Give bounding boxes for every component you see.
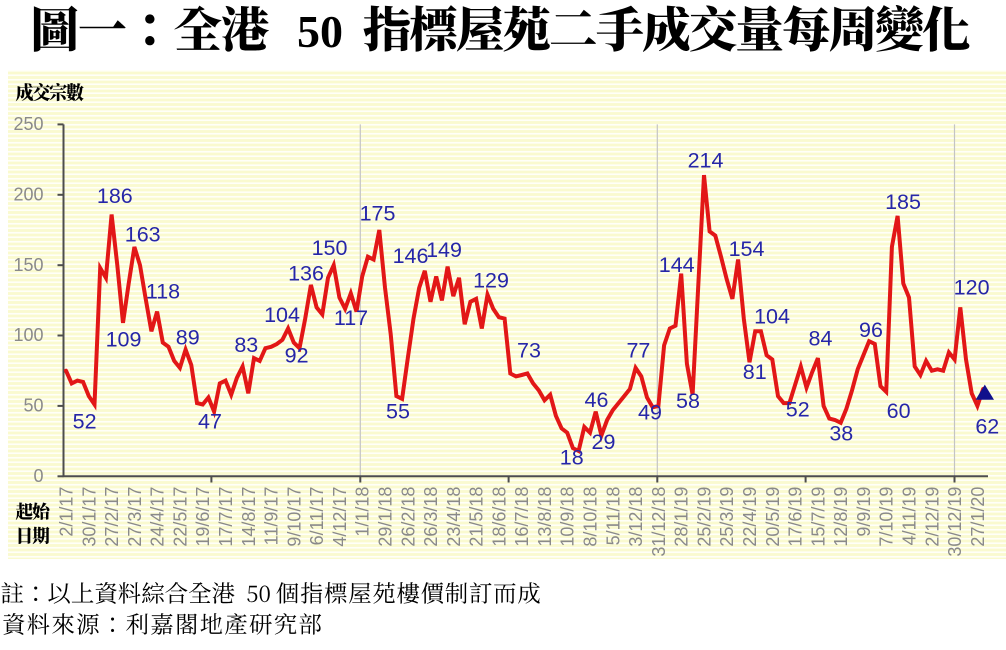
svg-text:2/1/17: 2/1/17 <box>57 487 77 537</box>
svg-text:50: 50 <box>23 396 43 416</box>
svg-text:27/3/17: 27/3/17 <box>125 487 145 547</box>
svg-text:26/2/18: 26/2/18 <box>398 487 418 547</box>
svg-text:4/11/19: 4/11/19 <box>900 487 920 546</box>
svg-text:120: 120 <box>954 275 990 299</box>
svg-text:150: 150 <box>312 236 348 260</box>
svg-text:1/1/18: 1/1/18 <box>353 487 373 537</box>
svg-text:100: 100 <box>13 325 43 345</box>
svg-text:163: 163 <box>125 222 161 246</box>
svg-text:11/9/17: 11/9/17 <box>262 487 282 546</box>
svg-text:0: 0 <box>33 466 43 486</box>
svg-text:149: 149 <box>426 238 462 262</box>
svg-text:28/1/19: 28/1/19 <box>672 487 692 547</box>
svg-text:83: 83 <box>234 333 258 357</box>
svg-text:52: 52 <box>786 397 810 421</box>
svg-text:30/1/17: 30/1/17 <box>79 487 99 547</box>
svg-text:24/4/17: 24/4/17 <box>148 487 168 547</box>
svg-text:144: 144 <box>659 253 695 277</box>
svg-text:200: 200 <box>13 184 43 204</box>
svg-text:17/7/17: 17/7/17 <box>216 487 236 547</box>
svg-text:3/12/18: 3/12/18 <box>626 487 646 547</box>
svg-text:9/10/17: 9/10/17 <box>284 487 304 547</box>
svg-text:2/12/19: 2/12/19 <box>922 487 942 547</box>
svg-text:104: 104 <box>754 304 790 328</box>
svg-text:104: 104 <box>264 303 300 327</box>
svg-text:136: 136 <box>288 261 324 285</box>
svg-text:25/3/19: 25/3/19 <box>717 487 737 547</box>
svg-text:38: 38 <box>829 421 853 445</box>
svg-text:23/4/18: 23/4/18 <box>444 487 464 547</box>
svg-text:29/1/18: 29/1/18 <box>376 487 396 547</box>
svg-text:62: 62 <box>975 415 999 439</box>
svg-text:92: 92 <box>285 344 309 368</box>
svg-text:186: 186 <box>97 184 133 208</box>
svg-text:16/7/18: 16/7/18 <box>512 487 532 547</box>
svg-text:6/11/17: 6/11/17 <box>307 487 327 546</box>
svg-text:7/10/19: 7/10/19 <box>877 487 897 547</box>
svg-text:25/2/19: 25/2/19 <box>695 487 715 547</box>
svg-text:175: 175 <box>360 202 396 226</box>
svg-text:4/12/17: 4/12/17 <box>330 487 350 547</box>
svg-text:27/2/17: 27/2/17 <box>102 487 122 547</box>
svg-text:81: 81 <box>743 360 767 384</box>
svg-text:8/10/18: 8/10/18 <box>581 487 601 547</box>
svg-text:60: 60 <box>887 399 911 423</box>
svg-text:21/5/18: 21/5/18 <box>467 487 487 547</box>
svg-text:18/6/18: 18/6/18 <box>489 487 509 547</box>
svg-text:30/12/19: 30/12/19 <box>945 487 965 557</box>
svg-text:73: 73 <box>517 339 541 363</box>
svg-text:117: 117 <box>334 306 368 330</box>
svg-text:22/4/19: 22/4/19 <box>740 487 760 547</box>
svg-text:185: 185 <box>885 190 921 214</box>
svg-text:96: 96 <box>859 318 883 342</box>
svg-text:58: 58 <box>676 389 700 413</box>
svg-text:50: 50 <box>297 6 343 57</box>
svg-text:214: 214 <box>688 149 724 173</box>
svg-text:13/8/18: 13/8/18 <box>535 487 555 547</box>
svg-text:20/5/19: 20/5/19 <box>763 487 783 547</box>
svg-text:55: 55 <box>386 400 410 424</box>
svg-text:47: 47 <box>198 410 222 434</box>
svg-text:154: 154 <box>729 237 765 261</box>
svg-text:5/11/18: 5/11/18 <box>603 487 623 546</box>
svg-text:49: 49 <box>638 401 662 425</box>
svg-text:118: 118 <box>146 280 180 304</box>
svg-text:27/1/20: 27/1/20 <box>968 487 988 547</box>
svg-text:26/3/18: 26/3/18 <box>421 487 441 547</box>
svg-text:19/6/17: 19/6/17 <box>193 487 213 547</box>
svg-text:29: 29 <box>592 430 616 454</box>
svg-text:52: 52 <box>73 409 97 433</box>
svg-text:146: 146 <box>393 244 429 268</box>
svg-text:84: 84 <box>809 327 833 351</box>
svg-text:9/9/19: 9/9/19 <box>854 487 874 537</box>
svg-text:109: 109 <box>106 328 142 352</box>
svg-text:89: 89 <box>176 326 200 350</box>
svg-text:77: 77 <box>626 339 650 363</box>
svg-text:250: 250 <box>13 114 43 134</box>
svg-text:31/12/18: 31/12/18 <box>649 487 669 557</box>
svg-text:15/7/19: 15/7/19 <box>808 487 828 547</box>
svg-text:129: 129 <box>473 269 509 293</box>
svg-text:10/9/18: 10/9/18 <box>558 487 578 547</box>
svg-text:150: 150 <box>13 255 43 275</box>
svg-text:17/6/19: 17/6/19 <box>786 487 806 547</box>
svg-text:22/5/17: 22/5/17 <box>170 487 190 547</box>
svg-text:14/8/17: 14/8/17 <box>239 487 259 547</box>
svg-text:18: 18 <box>560 446 584 470</box>
svg-text:46: 46 <box>585 388 609 412</box>
svg-text:12/8/19: 12/8/19 <box>831 487 851 547</box>
